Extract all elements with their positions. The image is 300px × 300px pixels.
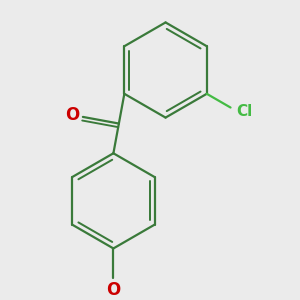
- Text: Cl: Cl: [236, 104, 252, 119]
- Text: O: O: [65, 106, 79, 124]
- Text: O: O: [106, 280, 121, 298]
